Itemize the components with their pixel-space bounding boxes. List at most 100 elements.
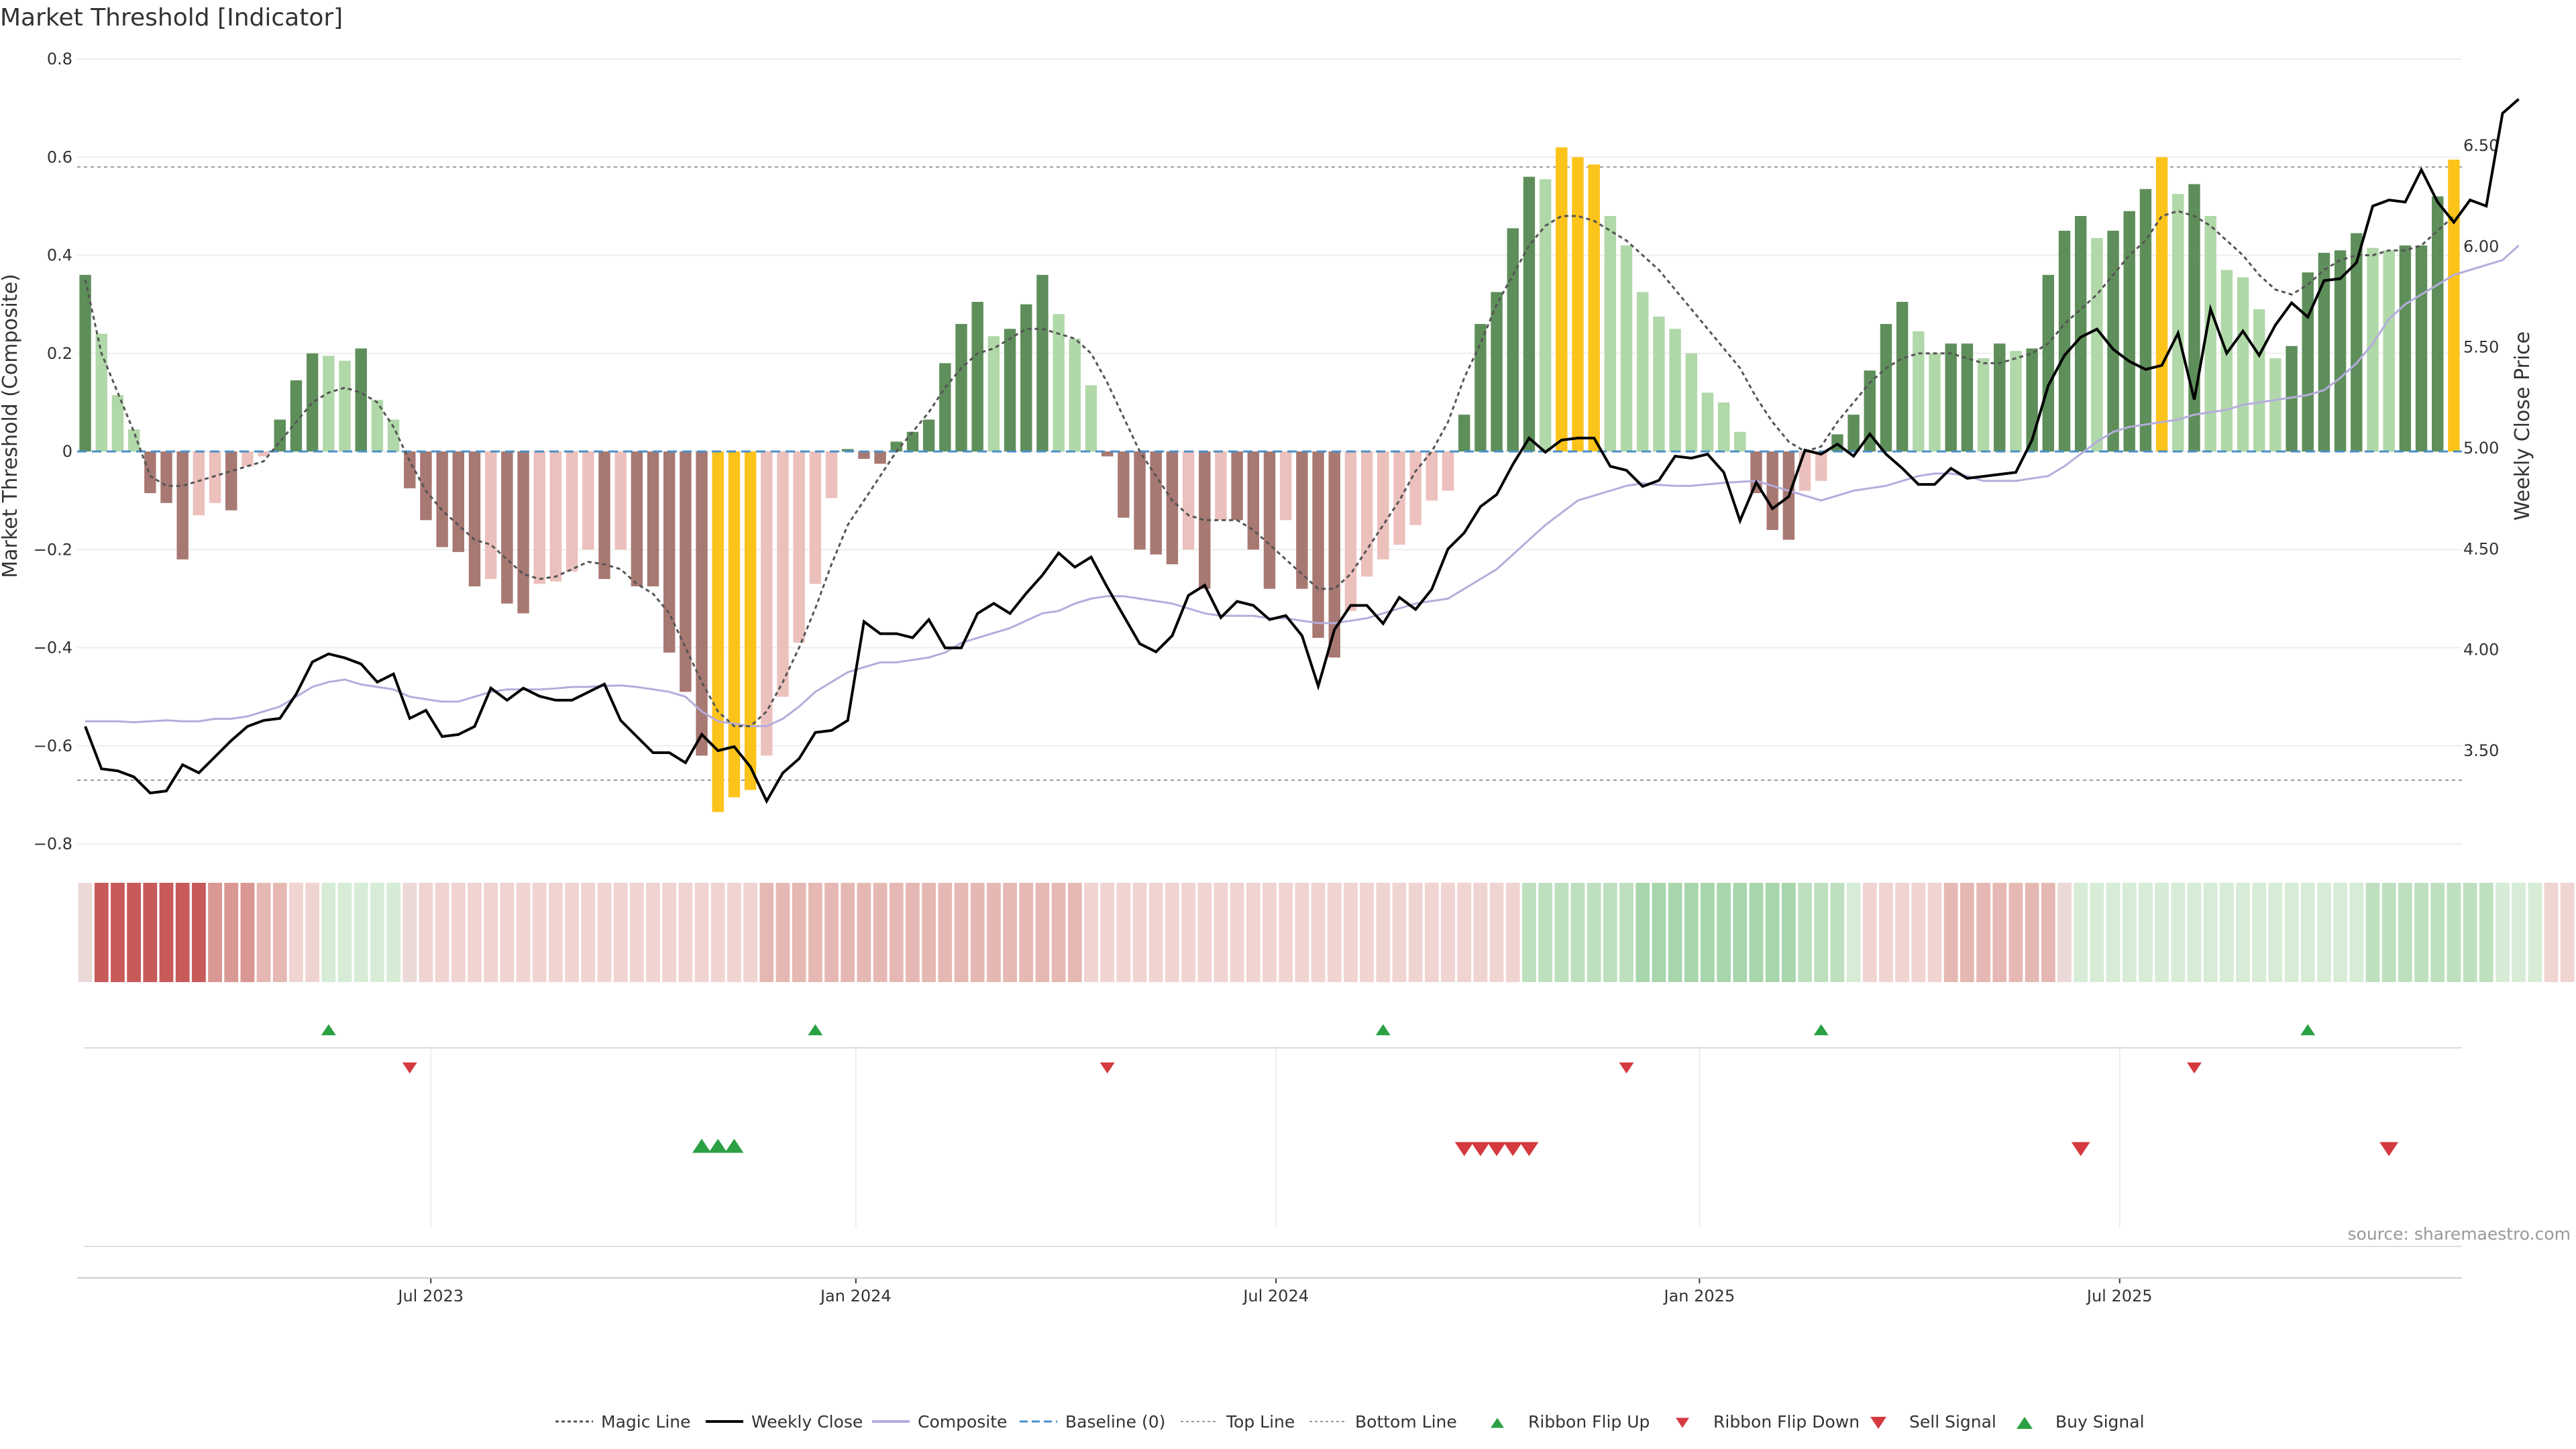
ribbon-cell xyxy=(1587,883,1601,982)
x-tick-label: Jul 2024 xyxy=(1242,1287,1309,1305)
composite-bar xyxy=(582,451,594,550)
composite-bar xyxy=(355,348,367,451)
ribbon-cell xyxy=(337,883,352,982)
ribbon-cell xyxy=(500,883,515,982)
ribbon-cell xyxy=(938,883,953,982)
composite-bar xyxy=(874,451,886,464)
ribbon-cell xyxy=(419,883,433,982)
ribbon-cell xyxy=(2544,883,2559,982)
legend-label: Weekly Close xyxy=(751,1412,863,1432)
composite-bar xyxy=(2074,216,2087,451)
x-tick-label: Jul 2025 xyxy=(2086,1287,2153,1305)
magic-line xyxy=(84,210,2455,727)
composite-bar xyxy=(1539,179,1552,451)
ribbon-cell xyxy=(1327,883,1342,982)
composite-bar xyxy=(2139,189,2152,451)
y-axis-ticks: 0.8 0.6 0.4 0.2 0 −0.2 −0.4 −0.6 −0.8 xyxy=(34,50,72,853)
composite-bar xyxy=(2367,248,2379,451)
legend-buy-icon xyxy=(2017,1417,2033,1429)
composite-bar xyxy=(2351,233,2363,451)
composite-bar xyxy=(1701,392,1714,451)
ribbon-flip-up-marker xyxy=(321,1024,336,1036)
composite-bar xyxy=(2042,274,2055,451)
ribbon-cell xyxy=(1003,883,1017,982)
ribbon-cell xyxy=(1684,883,1699,982)
ribbon-cell xyxy=(1554,883,1569,982)
composite-bar xyxy=(1572,157,1584,451)
composite-bar xyxy=(1296,451,1308,589)
legend-label: Sell Signal xyxy=(1909,1412,1996,1432)
composite-bar xyxy=(404,451,416,488)
y2-tick-label: 4.50 xyxy=(2463,539,2499,558)
composite-bar xyxy=(1118,451,1130,518)
composite-bar xyxy=(761,451,773,756)
composite-bar xyxy=(144,451,156,494)
composite-bars xyxy=(79,147,2460,812)
ribbon-cell xyxy=(1165,883,1179,982)
composite-bar xyxy=(1101,451,1114,457)
ribbon-flip-down-marker xyxy=(2186,1062,2202,1074)
ribbon-cell xyxy=(272,883,287,982)
x-tick-label: Jul 2023 xyxy=(396,1287,464,1305)
composite-bar xyxy=(160,451,172,503)
ribbon-cell xyxy=(1652,883,1666,982)
ribbon-cell xyxy=(889,883,904,982)
ribbon-cell xyxy=(2268,883,2283,982)
ribbon-cell xyxy=(2187,883,2202,982)
ribbon-cell xyxy=(1911,883,1926,982)
composite-bar xyxy=(1020,304,1032,451)
ribbon-cell xyxy=(2203,883,2218,982)
composite-bar xyxy=(809,451,822,584)
ribbon-cell xyxy=(516,883,531,982)
composite-bar xyxy=(2415,245,2428,451)
y-tick-label: 0.6 xyxy=(47,148,72,166)
ribbon-cell xyxy=(1051,883,1066,982)
y-tick-label: −0.6 xyxy=(34,737,72,755)
composite-bar xyxy=(1247,451,1260,550)
composite-bar xyxy=(2318,252,2330,451)
ribbon-cell xyxy=(1943,883,1958,982)
ribbon-cell xyxy=(1603,883,1617,982)
ribbon-cell xyxy=(1246,883,1260,982)
legend-label: Baseline (0) xyxy=(1065,1412,1165,1432)
ribbon-cell xyxy=(1408,883,1423,982)
legend-label: Composite xyxy=(918,1412,1007,1432)
composite-bar xyxy=(1377,451,1389,559)
ribbon-cell xyxy=(1132,883,1147,982)
y-axis-label: Market Threshold (Composite) xyxy=(0,274,22,578)
legend-label: Buy Signal xyxy=(2055,1412,2145,1432)
ribbon-cell xyxy=(1635,883,1650,982)
ribbon-cell xyxy=(370,883,384,982)
legend: Magic Line Weekly Close Composite Baseline … xyxy=(555,1412,2145,1432)
ribbon-cell xyxy=(2381,883,2396,982)
composite-bar xyxy=(647,451,659,587)
ribbon-cell xyxy=(2219,883,2234,982)
composite-bar xyxy=(79,274,91,451)
composite-bar xyxy=(631,451,643,587)
ribbon-cell xyxy=(256,883,271,982)
ribbon-cell xyxy=(1522,883,1536,982)
ribbon-cell xyxy=(565,883,580,982)
composite-bar xyxy=(2107,230,2119,451)
composite-bar xyxy=(1182,451,1195,550)
ribbon-cell xyxy=(1441,883,1455,982)
ribbon-cell xyxy=(954,883,969,982)
composite-bar xyxy=(939,363,951,451)
composite-bar xyxy=(858,451,870,459)
composite-bar xyxy=(744,451,757,790)
ribbon-cell xyxy=(1846,883,1861,982)
ribbon-cell xyxy=(1781,883,1796,982)
composite-bar xyxy=(971,301,983,451)
ribbon-cell xyxy=(678,883,693,982)
ribbon-cell xyxy=(1230,883,1244,982)
composite-bar xyxy=(1442,451,1454,491)
y2-axis-ticks: 6.50 6.00 5.50 5.00 4.50 4.00 3.50 xyxy=(2463,136,2499,760)
ribbon-cell xyxy=(1197,883,1212,982)
composite-bar xyxy=(842,449,854,451)
ribbon-cell xyxy=(1668,883,1682,982)
ribbon-cell xyxy=(1473,883,1488,982)
y2-axis-label: Weekly Close Price xyxy=(2511,331,2534,521)
composite-bar xyxy=(2220,270,2233,451)
ribbon-cell xyxy=(1263,883,1277,982)
